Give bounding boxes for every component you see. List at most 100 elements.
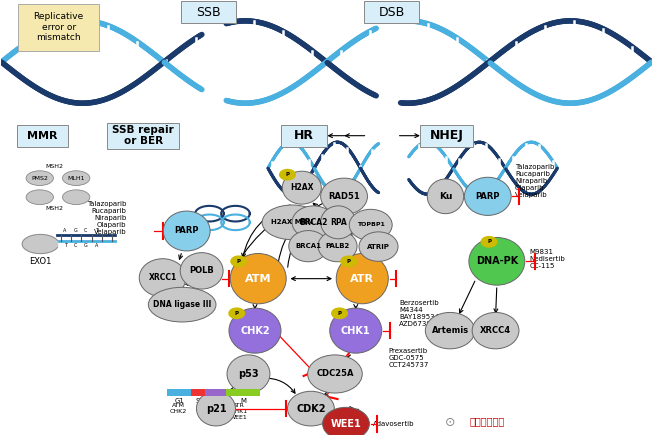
Circle shape [229,308,245,319]
FancyBboxPatch shape [107,123,179,149]
Ellipse shape [262,205,322,240]
Text: HR: HR [294,129,313,142]
Text: ATM: ATM [245,274,272,284]
Text: Ku: Ku [439,192,452,201]
Text: CDC25A: CDC25A [316,369,354,378]
Ellipse shape [163,211,210,251]
Text: PARP: PARP [475,192,500,201]
Text: M: M [240,398,246,404]
Circle shape [332,308,347,319]
Text: Replicative
error or
mismatch: Replicative error or mismatch [33,13,84,42]
Ellipse shape [26,171,54,185]
FancyBboxPatch shape [17,125,68,146]
Bar [167,389,191,395]
Text: G: G [74,228,78,233]
Ellipse shape [231,253,286,304]
Text: ATR
CHK1
WEE1: ATR CHK1 WEE1 [230,403,247,420]
Ellipse shape [197,391,236,426]
Text: MLH1: MLH1 [67,176,85,181]
Text: C: C [84,228,88,233]
Text: A: A [63,228,67,233]
Text: M3541
AZD0156: M3541 AZD0156 [183,274,216,287]
Text: P: P [338,311,342,316]
Text: WEE1: WEE1 [330,419,361,429]
Ellipse shape [227,355,270,393]
Text: P: P [285,172,289,177]
Text: P: P [347,259,351,264]
Text: P: P [235,311,239,316]
Text: S: S [196,398,200,404]
Text: POLB: POLB [189,266,214,276]
Text: T: T [63,243,67,248]
Ellipse shape [425,313,475,349]
Text: Adavosertib: Adavosertib [374,421,415,427]
Text: Artemis: Artemis [432,326,469,335]
Text: Talazoparib
Rucaparib
Niraparib
Olaparib
Velaparib: Talazoparib Rucaparib Niraparib Olaparib… [515,164,554,198]
Text: ⊙: ⊙ [445,416,455,429]
Text: T: T [95,228,98,233]
Text: DNA-PK: DNA-PK [476,256,518,266]
Text: DSB: DSB [378,6,405,19]
Text: PALB2: PALB2 [325,243,349,249]
Text: P: P [237,259,241,264]
Ellipse shape [469,238,525,285]
Text: CHK1: CHK1 [341,326,370,336]
Text: PARP: PARP [174,226,199,235]
Text: MSH2: MSH2 [46,206,64,211]
Text: p53: p53 [238,369,259,379]
Ellipse shape [330,308,382,353]
Text: ATR: ATR [350,274,374,284]
FancyBboxPatch shape [281,125,326,146]
Bar [191,389,205,395]
Text: MMR: MMR [27,131,57,141]
Polygon shape [22,235,57,253]
Ellipse shape [427,179,464,214]
Text: P: P [487,239,491,244]
FancyBboxPatch shape [420,125,473,146]
Text: Talazoparib
Rucaparib
Niraparib
Olaparib
Velaparib: Talazoparib Rucaparib Niraparib Olaparib… [87,201,126,235]
FancyBboxPatch shape [18,3,99,51]
Ellipse shape [359,232,398,261]
Bar [205,389,227,395]
Text: A: A [95,243,98,248]
Text: H2AX MRN: H2AX MRN [271,219,313,225]
Text: MSH2: MSH2 [46,164,64,169]
Text: XRCC1: XRCC1 [148,273,177,282]
Ellipse shape [148,287,216,322]
Ellipse shape [287,391,334,426]
Text: G: G [84,243,88,248]
Text: CDK2: CDK2 [296,404,326,414]
Circle shape [481,237,497,247]
Text: XRCC4: XRCC4 [480,326,511,335]
Text: TOPBP1: TOPBP1 [357,222,385,228]
Text: CHK2: CHK2 [240,326,270,336]
Ellipse shape [63,171,90,185]
Text: RAD51: RAD51 [328,192,360,201]
Text: SSB: SSB [196,6,221,19]
Text: G2: G2 [211,398,221,404]
Text: Berzosertib
M4344
BAY1895344
AZD6738: Berzosertib M4344 BAY1895344 AZD6738 [400,300,443,327]
Text: G1: G1 [174,398,184,404]
Text: ATRIP: ATRIP [367,244,390,249]
Ellipse shape [464,177,511,215]
Ellipse shape [180,252,223,289]
Text: BRCA2: BRCA2 [299,218,328,227]
Ellipse shape [336,253,389,304]
Text: Prexasertib
GDC-0575
CCT245737: Prexasertib GDC-0575 CCT245737 [389,348,428,368]
Ellipse shape [282,171,321,204]
Ellipse shape [63,190,90,204]
Ellipse shape [321,206,356,239]
Ellipse shape [292,206,335,239]
Text: EXO1: EXO1 [29,257,52,266]
Text: 精准医学研究: 精准医学研究 [470,417,505,426]
Text: p21: p21 [206,404,227,414]
Ellipse shape [229,308,281,353]
Text: H2AX: H2AX [290,183,313,192]
Circle shape [231,256,247,266]
Text: RPA: RPA [330,218,347,227]
Text: C: C [74,243,77,248]
Text: SSB repair
or BER: SSB repair or BER [112,125,174,146]
FancyBboxPatch shape [364,1,419,23]
Ellipse shape [349,209,392,241]
Ellipse shape [472,313,519,349]
